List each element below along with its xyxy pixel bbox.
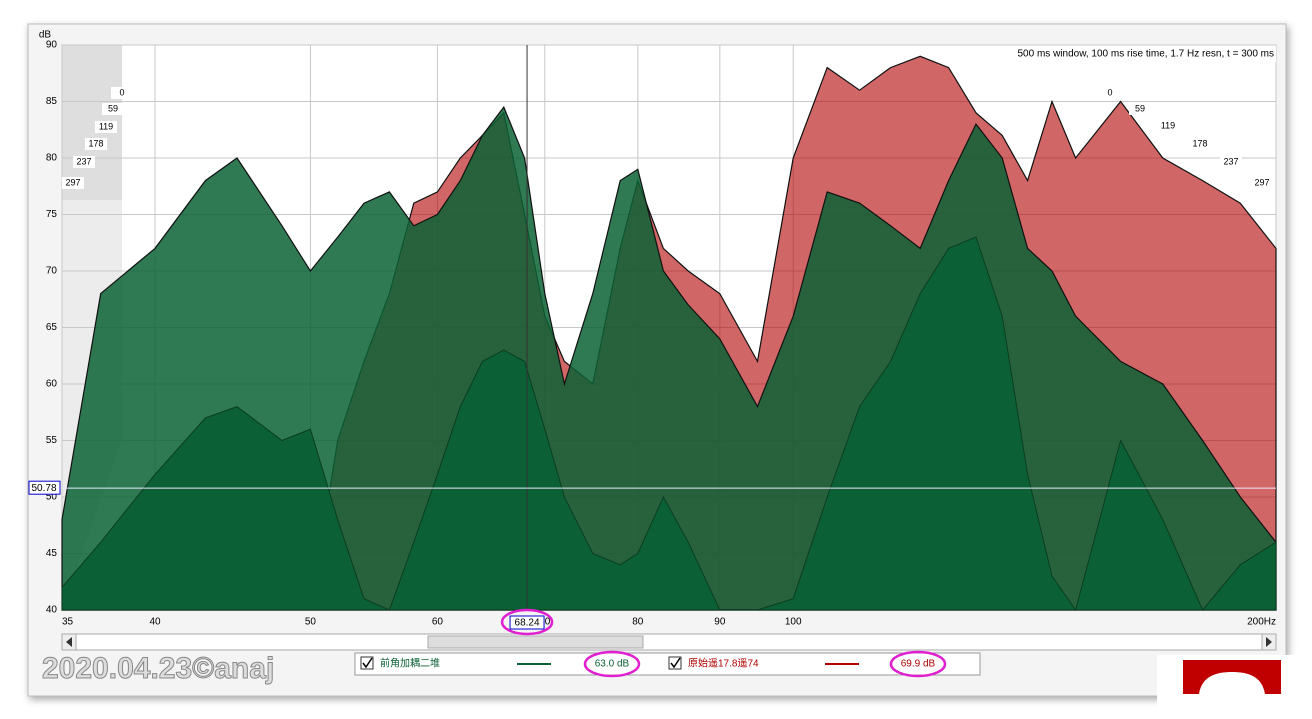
scroll-thumb[interactable] — [427, 635, 644, 649]
x-tick-label: 70 — [539, 617, 551, 628]
z-tick-label: 178 — [1192, 138, 1207, 148]
arrow-icon — [66, 637, 72, 647]
z-tick-bg — [1099, 87, 1121, 99]
y-tick-label: 45 — [46, 548, 58, 559]
y-tick-label: 60 — [46, 379, 58, 390]
z-tick-label: 0 — [119, 87, 124, 97]
y-tick-label: 85 — [46, 96, 58, 107]
corner-icon — [1183, 660, 1281, 694]
z-tick-label: 0 — [1107, 87, 1112, 97]
z-tick-bg — [95, 121, 117, 133]
z-tick-bg — [1220, 156, 1242, 168]
y-tick-label: 70 — [46, 266, 58, 277]
y-tick-label: 55 — [46, 435, 58, 446]
z-tick-label: 59 — [108, 103, 118, 113]
scrollbar[interactable] — [61, 633, 1277, 651]
z-tick-label: 297 — [65, 177, 80, 187]
x-tick-label: 35 — [62, 617, 74, 628]
z-tick-bg — [1189, 138, 1211, 150]
y-tick-label: 90 — [46, 40, 58, 51]
legend-label: 原始遥17.8遥74 — [688, 657, 759, 670]
highlight — [500, 608, 554, 636]
z-tick-bg — [111, 87, 133, 99]
legend-label: 前角加耦二堆 — [380, 657, 440, 670]
x-tick-label: 90 — [714, 617, 726, 628]
highlight — [889, 650, 947, 678]
z-tick-label: 59 — [1135, 103, 1145, 113]
z-tick-bg — [73, 156, 95, 168]
watermark: 2020.04.23©anaj — [42, 652, 274, 685]
z-tick-label: 178 — [88, 138, 103, 148]
legend — [354, 652, 981, 676]
x-tick-label: 40 — [149, 617, 161, 628]
y-tick-label: 75 — [46, 209, 58, 220]
front-slice — [61, 236, 1277, 612]
z-tick-bg — [102, 103, 124, 115]
x-tick-label: 60 — [432, 617, 444, 628]
check-icon — [362, 657, 373, 669]
y-axis-label: dB — [39, 30, 52, 41]
y-tick-label: 50 — [46, 492, 58, 503]
check-icon — [670, 657, 681, 669]
annotation: 500 ms window, 100 ms rise time, 1.7 Hz … — [1018, 49, 1275, 60]
x-tick-label: 80 — [632, 617, 644, 628]
z-tick-label: 297 — [1254, 177, 1269, 187]
z-tick-bg — [1129, 103, 1151, 115]
legend-readout: 69.9 dB — [901, 659, 936, 670]
arrow-icon — [1266, 637, 1272, 647]
cursor-y-label: 50.78 — [31, 483, 56, 494]
z-tick-label: 237 — [1223, 156, 1238, 166]
cursor-y-box — [28, 480, 61, 495]
z-tick-bg — [1157, 120, 1179, 132]
cursor-x-label: 68.24 — [515, 618, 540, 629]
legend-readout: 63.0 dB — [595, 659, 630, 670]
x-tick-label: 100 — [785, 617, 802, 628]
y-tick-label: 40 — [46, 605, 58, 616]
z-tick-label: 119 — [99, 121, 113, 131]
annotation-bg — [988, 46, 1276, 62]
z-tick-label: 119 — [1161, 120, 1175, 130]
cursor-x-box — [509, 615, 545, 630]
z-tick-bg — [1251, 177, 1273, 189]
highlight — [583, 650, 641, 678]
x-tick-label: 200Hz — [1247, 617, 1276, 628]
y-tick-label: 65 — [46, 322, 58, 333]
z-tick-label: 237 — [76, 156, 91, 166]
y-tick-label: 80 — [46, 153, 58, 164]
z-tick-bg — [62, 177, 84, 189]
z-tick-bg — [85, 138, 107, 150]
x-tick-label: 50 — [305, 617, 317, 628]
